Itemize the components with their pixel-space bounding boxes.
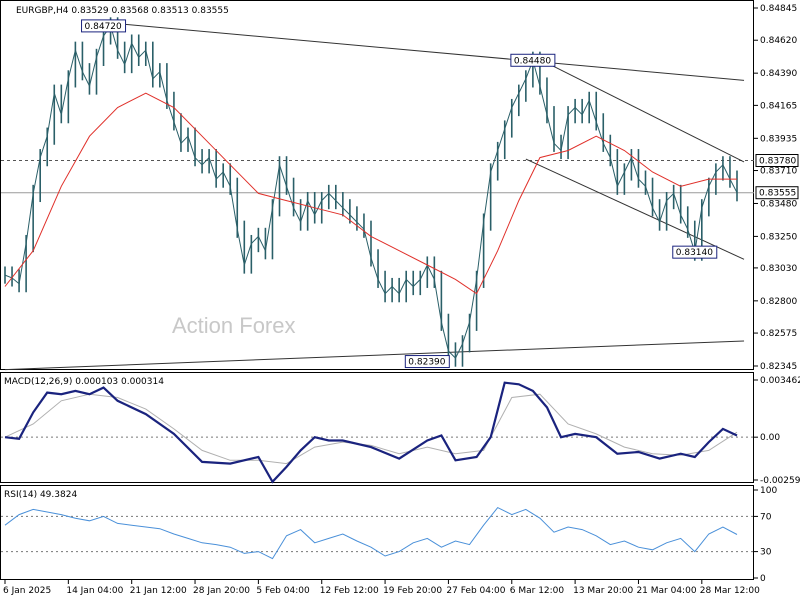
price-bars <box>4 17 738 367</box>
price-annotation: 0.82390 <box>404 355 450 369</box>
rsi-title: RSI(14) 49.3824 <box>4 490 77 500</box>
price-annotation: 0.84720 <box>81 19 127 33</box>
current-price-tag-text: 0.83555 <box>759 189 796 199</box>
resistance-price-tag: 0.83780 <box>755 154 799 168</box>
price-tick-label: 0.83030 <box>760 264 797 274</box>
trendline <box>110 22 745 81</box>
watermark: Action Forex <box>172 313 296 338</box>
trendline <box>532 55 745 163</box>
price-panel: EURGBP,H4 0.83529 0.83568 0.83513 0.8355… <box>0 0 799 372</box>
rsi-tick-label: 30 <box>760 548 772 558</box>
price-tick-label: 0.84390 <box>760 69 797 79</box>
rsi-panel-frame <box>0 485 754 580</box>
moving-average <box>4 92 737 295</box>
macd-title: MACD(12,26,9) 0.000103 0.000314 <box>4 377 164 387</box>
price-panel-frame <box>0 0 754 370</box>
time-tick-label: 27 Feb 04:00 <box>446 586 505 596</box>
annotation-label: 0.83140 <box>676 248 713 258</box>
macd-tick-label: -0.002593 <box>760 476 800 486</box>
price-tick-label: 0.82345 <box>760 362 797 372</box>
price-tick-label: 0.83480 <box>760 199 797 209</box>
ohlc-close: 0.83555 <box>192 6 229 16</box>
macd-signal-line <box>4 393 738 465</box>
price-tick-label: 0.83250 <box>760 232 797 242</box>
rsi-tick-label: 70 <box>760 512 772 522</box>
time-tick-label: 5 Feb 04:00 <box>256 586 310 596</box>
time-tick-label: 19 Feb 20:00 <box>383 586 442 596</box>
rsi-tick-label: 100 <box>760 486 777 496</box>
rsi-line <box>4 506 738 560</box>
price-guides: 0.83780 0.83555 <box>1 154 799 200</box>
resistance-price-tag-text: 0.83780 <box>759 157 796 167</box>
current-price-tag: 0.83555 <box>755 186 799 200</box>
trendline <box>4 340 745 371</box>
time-tick-label: 21 Mar 04:00 <box>636 586 696 596</box>
price-tick-label: 0.84620 <box>760 36 797 46</box>
symbol-label: EURGBP,H4 0.83529 0.83568 0.83513 0.8355… <box>16 6 229 16</box>
price-tick-label: 0.84845 <box>760 4 797 14</box>
time-tick-label: 6 Mar 12:00 <box>510 586 565 596</box>
symbol: EURGBP <box>16 6 54 16</box>
price-annotations: 0.84720 0.84480 0.83140 0.82390 <box>81 19 718 369</box>
annotation-label: 0.84720 <box>85 22 122 32</box>
ohlc-low: 0.83513 <box>152 6 189 16</box>
price-tick-label: 0.83935 <box>760 134 797 144</box>
resistance-price-tag-box <box>755 154 799 168</box>
macd-axis: 0.003462 0.00 -0.002593 <box>754 376 800 486</box>
time-tick-label: 28 Jan 20:00 <box>193 586 250 596</box>
trendlines <box>4 22 745 371</box>
macd-panel-frame <box>0 372 754 483</box>
price-tick-label: 0.84165 <box>760 101 797 111</box>
macd-tick-label: 0.00 <box>760 433 780 443</box>
macd-tick-label: 0.003462 <box>760 376 800 386</box>
annotation-box <box>404 355 450 369</box>
price-annotation: 0.83140 <box>672 245 718 259</box>
macd-panel: MACD(12,26,9) 0.000103 0.000314 0.003462… <box>0 372 800 486</box>
annotation-box <box>510 53 556 67</box>
price-tick-label: 0.82800 <box>760 297 797 307</box>
current-price-tag-box <box>755 186 799 200</box>
price-annotation: 0.84480 <box>510 53 556 67</box>
rsi-axis: 100 70 30 0 <box>754 486 777 584</box>
price-tick-label: 0.83710 <box>760 167 797 177</box>
timeframe: H4 <box>56 6 69 16</box>
time-tick-label: 12 Feb 12:00 <box>320 586 379 596</box>
time-tick-label: 6 Jan 2025 <box>3 586 51 596</box>
rsi-panel: RSI(14) 49.3824 100 70 30 0 <box>0 485 777 584</box>
price-tick-label: 0.82575 <box>760 329 797 339</box>
annotation-label: 0.82390 <box>408 358 445 368</box>
price-line <box>4 24 738 359</box>
trendline <box>525 158 745 260</box>
time-tick-label: 28 Mar 12:00 <box>700 586 760 596</box>
time-axis: 6 Jan 2025 14 Jan 04:00 21 Jan 12:00 28 Jan… <box>3 580 760 596</box>
ma-line <box>4 92 737 295</box>
rsi-tick-label: 0 <box>760 574 766 584</box>
annotation-box <box>672 245 718 259</box>
rsi-line <box>1 506 754 560</box>
ohlc-open: 0.83529 <box>71 6 108 16</box>
macd-lines <box>1 381 754 484</box>
price-axis: 0.84845 0.84620 0.84390 0.84165 0.83935 0.837… <box>754 4 797 372</box>
annotation-box <box>81 19 127 33</box>
time-tick-label: 21 Jan 12:00 <box>130 586 187 596</box>
macd-line <box>4 381 738 484</box>
time-tick-label: 13 Mar 20:00 <box>573 586 633 596</box>
ohlc-high: 0.83568 <box>111 6 148 16</box>
time-tick-label: 14 Jan 04:00 <box>66 586 123 596</box>
annotation-label: 0.84480 <box>514 56 551 66</box>
